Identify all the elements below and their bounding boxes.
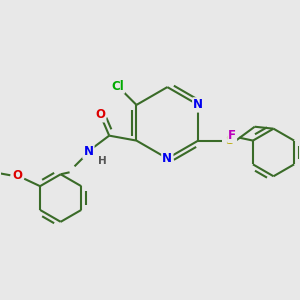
Text: N: N — [162, 152, 172, 165]
Text: F: F — [228, 129, 236, 142]
Text: N: N — [193, 98, 203, 111]
Text: Cl: Cl — [111, 80, 124, 93]
Text: H: H — [98, 156, 106, 167]
Text: N: N — [83, 145, 93, 158]
Text: O: O — [95, 108, 105, 121]
Text: N: N — [193, 98, 203, 111]
Text: H: H — [98, 156, 106, 167]
Text: S: S — [225, 134, 233, 147]
Text: Cl: Cl — [111, 80, 124, 93]
Text: S: S — [225, 134, 233, 147]
Text: N: N — [162, 152, 172, 165]
Text: F: F — [228, 129, 236, 142]
Text: O: O — [12, 169, 22, 182]
Text: N: N — [83, 145, 93, 158]
Text: O: O — [12, 169, 22, 182]
Text: O: O — [95, 108, 105, 121]
